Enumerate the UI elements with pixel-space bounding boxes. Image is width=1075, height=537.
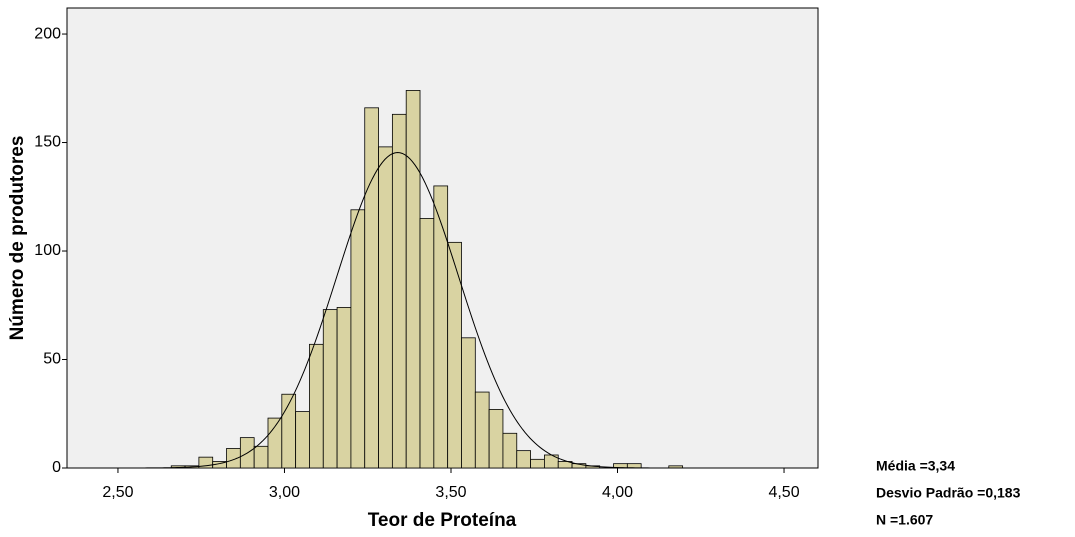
bar xyxy=(267,417,283,469)
x-tick-label: 3,50 xyxy=(435,484,466,501)
x-tick-label: 4,00 xyxy=(602,484,633,501)
y-tick-label: 0 xyxy=(52,459,61,476)
bar xyxy=(502,432,518,469)
y-tick-label: 100 xyxy=(34,242,61,259)
stat-label: N =1.607 xyxy=(876,512,933,528)
bar xyxy=(322,309,338,469)
bar xyxy=(336,307,352,469)
stat-label: Desvio Padrão =0,183 xyxy=(876,485,1021,501)
y-tick-label: 200 xyxy=(34,25,61,42)
bar xyxy=(309,343,324,469)
stat-label: Média =3,34 xyxy=(876,458,955,474)
bar xyxy=(350,209,366,469)
bar xyxy=(419,218,435,469)
x-tick-label: 3,00 xyxy=(269,484,300,501)
bar xyxy=(447,241,462,469)
x-tick-label: 4,50 xyxy=(768,484,799,501)
normal-curve xyxy=(67,152,818,469)
bar xyxy=(433,185,449,469)
bar xyxy=(405,90,421,469)
bar xyxy=(474,391,490,469)
bar xyxy=(391,113,407,469)
x-tick-label: 2,50 xyxy=(102,484,133,501)
bar xyxy=(226,448,241,469)
bar xyxy=(530,458,545,469)
bar xyxy=(378,146,393,469)
bar xyxy=(461,337,476,469)
y-tick-label: 50 xyxy=(43,351,61,368)
y-tick-label: 150 xyxy=(34,134,61,151)
bar xyxy=(295,411,310,469)
y-axis-title: Número de produtores xyxy=(7,136,28,341)
bar xyxy=(281,393,297,469)
bar xyxy=(516,450,531,469)
bar xyxy=(488,409,504,469)
bar xyxy=(253,445,269,469)
x-axis-title: Teor de Proteína xyxy=(368,510,517,531)
bar xyxy=(364,107,379,469)
